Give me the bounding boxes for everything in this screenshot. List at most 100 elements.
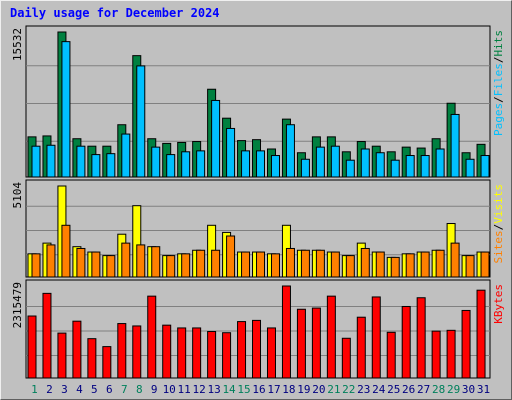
day-label-31: 31	[477, 383, 490, 396]
bar-files-day-16	[256, 150, 266, 178]
day-label-29: 29	[447, 383, 460, 396]
bar-files-day-28	[435, 148, 445, 178]
bar-kbytes-day-21	[326, 295, 336, 379]
bar-kbytes-day-1	[27, 315, 37, 379]
bar-kbytes-day-15	[237, 321, 247, 379]
bar-files-day-12	[196, 150, 206, 178]
bar-kbytes-day-2	[42, 292, 52, 379]
bar-files-day-19	[300, 158, 310, 178]
bar-files-day-8	[136, 65, 146, 178]
day-label-3: 3	[61, 383, 68, 396]
day-label-11: 11	[178, 383, 191, 396]
bar-kbytes-day-12	[192, 327, 202, 379]
day-label-15: 15	[237, 383, 250, 396]
bar-files-day-18	[285, 124, 295, 178]
day-label-4: 4	[76, 383, 83, 396]
day-label-20: 20	[312, 383, 325, 396]
legend-part: Sites	[492, 230, 505, 263]
legend-part: /	[492, 96, 505, 103]
bar-sites-day-17	[270, 253, 280, 278]
bar-sites-day-13	[211, 249, 221, 278]
bar-files-day-10	[166, 154, 176, 178]
bar-sites-day-23	[360, 247, 370, 278]
bar-sites-day-18	[285, 247, 295, 278]
bar-files-day-3	[61, 41, 71, 178]
bar-kbytes-day-28	[431, 330, 441, 379]
day-label-9: 9	[151, 383, 158, 396]
day-label-1: 1	[31, 383, 38, 396]
bar-kbytes-day-22	[341, 337, 351, 379]
bar-files-day-25	[390, 159, 400, 178]
day-label-25: 25	[387, 383, 400, 396]
bar-sites-day-9	[151, 246, 161, 278]
day-label-27: 27	[417, 383, 430, 396]
bar-sites-day-11	[181, 253, 191, 278]
bar-sites-day-29	[450, 242, 460, 278]
legend-part: Pages	[492, 103, 505, 136]
bar-kbytes-day-24	[371, 296, 381, 379]
bar-kbytes-day-5	[87, 338, 97, 379]
series-legend: Pages/Files/Hits	[492, 30, 505, 136]
bar-files-day-27	[420, 155, 430, 178]
day-label-30: 30	[462, 383, 475, 396]
bar-sites-day-21	[330, 251, 340, 278]
day-label-26: 26	[402, 383, 415, 396]
legend-part: KBytes	[492, 284, 505, 324]
bar-sites-day-27	[420, 251, 430, 278]
bar-kbytes-day-3	[57, 332, 67, 379]
bar-sites-day-22	[345, 255, 355, 278]
day-label-14: 14	[222, 383, 236, 396]
bar-kbytes-day-29	[446, 329, 456, 379]
legend-part: /	[492, 57, 505, 64]
bar-kbytes-day-9	[147, 295, 157, 379]
day-label-5: 5	[91, 383, 98, 396]
day-label-22: 22	[342, 383, 355, 396]
bar-files-day-29	[450, 113, 460, 178]
day-label-24: 24	[372, 383, 386, 396]
day-label-12: 12	[193, 383, 206, 396]
bar-kbytes-day-27	[416, 297, 426, 379]
bar-files-day-21	[330, 145, 340, 178]
bar-sites-day-15	[241, 251, 251, 278]
bar-sites-day-5	[91, 251, 101, 278]
bar-kbytes-day-26	[401, 305, 411, 379]
bar-kbytes-day-23	[356, 316, 366, 379]
day-label-18: 18	[282, 383, 295, 396]
bar-files-day-1	[31, 145, 41, 178]
bar-kbytes-day-7	[117, 323, 127, 379]
bar-kbytes-day-19	[296, 308, 306, 379]
bar-files-day-30	[465, 158, 475, 178]
bar-files-day-4	[76, 145, 86, 178]
bar-sites-day-1	[31, 253, 41, 278]
day-label-17: 17	[267, 383, 280, 396]
bar-kbytes-day-6	[102, 346, 112, 379]
day-label-10: 10	[163, 383, 176, 396]
bar-kbytes-day-25	[386, 331, 396, 379]
legend-part: /	[492, 224, 505, 231]
bar-sites-day-24	[375, 251, 385, 278]
bar-files-day-7	[121, 133, 131, 178]
bar-sites-day-4	[76, 247, 86, 278]
series-legend: Sites/Visits	[492, 184, 505, 264]
bar-files-day-15	[241, 150, 251, 178]
chart-title: Daily usage for December 2024	[10, 6, 220, 20]
series-legend: KBytes	[492, 284, 505, 324]
bar-files-day-9	[151, 146, 161, 178]
bar-files-day-20	[315, 146, 325, 178]
bar-kbytes-day-10	[162, 324, 172, 379]
bar-sites-day-14	[226, 235, 236, 278]
bar-files-day-2	[46, 144, 56, 178]
bar-kbytes-day-16	[252, 319, 262, 379]
bar-sites-day-28	[435, 249, 445, 278]
bar-kbytes-day-30	[461, 309, 471, 379]
bar-sites-day-8	[136, 244, 146, 278]
bar-sites-day-7	[121, 242, 131, 278]
bar-files-day-23	[360, 148, 370, 178]
bar-sites-day-19	[300, 249, 310, 278]
bar-sites-day-10	[166, 255, 176, 278]
panel-2: 5104 Sites/Visits	[11, 179, 505, 278]
bar-files-day-26	[405, 155, 415, 178]
bar-kbytes-day-13	[207, 331, 217, 379]
